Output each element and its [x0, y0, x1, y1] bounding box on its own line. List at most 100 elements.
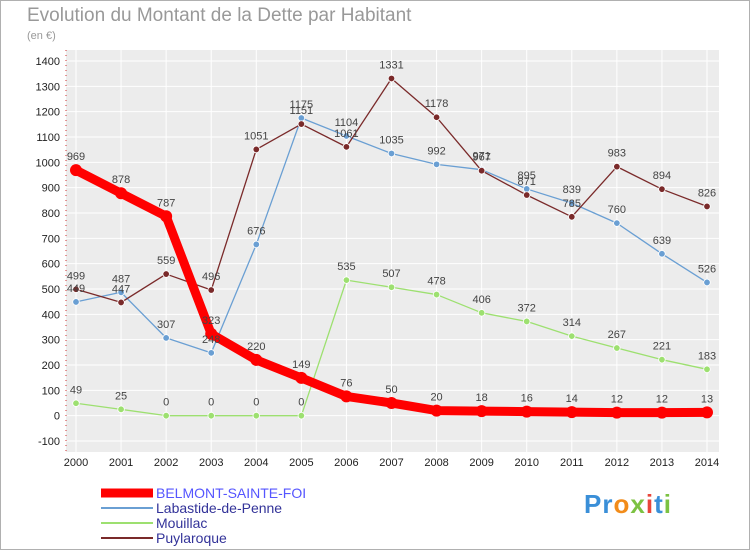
data-point: [430, 404, 443, 417]
y-tick-label: 1300: [36, 81, 60, 93]
data-label: 406: [472, 294, 490, 306]
data-label: 826: [698, 187, 716, 199]
proxiti-logo: Proxiti: [584, 489, 672, 519]
y-tick-label: 700: [42, 233, 60, 245]
data-label: 14: [566, 393, 578, 405]
data-point: [658, 355, 666, 364]
data-point: [252, 411, 260, 420]
x-tick-label: 2014: [695, 457, 719, 469]
data-label: 12: [611, 394, 623, 406]
data-label: 220: [247, 341, 265, 353]
series-group: [70, 74, 713, 420]
data-point: [610, 406, 623, 419]
data-label: 0: [298, 397, 304, 409]
x-tick-label: 2006: [334, 457, 358, 469]
data-label: 18: [476, 392, 488, 404]
data-point: [342, 132, 351, 140]
x-tick-label: 2002: [154, 457, 178, 469]
data-point: [703, 202, 711, 211]
data-labels: 449 487 307 248 676 1175 1104 1035 992 971 895 839 7…: [67, 59, 716, 408]
data-label: 1051: [244, 130, 268, 142]
legend-label: Labastide-de-Penne: [156, 500, 282, 516]
data-label: 785: [563, 198, 581, 210]
data-label: 969: [67, 151, 85, 163]
data-label: 1151: [290, 105, 314, 117]
data-label: 496: [202, 271, 220, 283]
data-label: 499: [67, 270, 85, 282]
data-point: [162, 334, 170, 342]
axes: -100010020030040050060070080090010001100…: [36, 50, 719, 469]
data-point: [613, 219, 621, 227]
data-point: [658, 185, 666, 193]
data-label: 50: [385, 384, 397, 396]
data-point: [342, 276, 351, 284]
data-label: 676: [247, 225, 265, 237]
data-point: [72, 399, 80, 407]
data-label: 1061: [334, 128, 358, 140]
data-label: 248: [202, 334, 220, 346]
data-point: [523, 317, 531, 326]
data-label: 1331: [379, 59, 403, 71]
data-point: [703, 365, 711, 374]
data-label: 307: [157, 319, 175, 331]
x-tick-label: 2011: [560, 457, 584, 469]
x-tick-label: 2005: [289, 457, 313, 469]
data-point: [115, 187, 128, 200]
data-label: 447: [112, 283, 130, 295]
data-point: [297, 120, 306, 128]
y-tick-label: 1200: [36, 107, 60, 119]
x-tick-label: 2012: [605, 457, 629, 469]
legend-label: Puylaroque: [156, 530, 227, 546]
grid: [66, 50, 719, 452]
data-point: [207, 411, 215, 420]
x-tick-label: 2013: [650, 457, 674, 469]
y-tick-label: 900: [42, 183, 60, 195]
x-tick-label: 2008: [424, 457, 448, 469]
x-tick-label: 2010: [514, 457, 538, 469]
data-point: [568, 213, 576, 221]
data-point: [477, 166, 486, 175]
data-label: 639: [653, 235, 671, 247]
data-point: [568, 332, 576, 340]
data-point: [475, 405, 488, 418]
data-point: [342, 143, 351, 151]
data-point: [160, 210, 173, 223]
data-label: 323: [202, 315, 220, 327]
data-point: [658, 250, 666, 258]
data-point: [207, 349, 215, 357]
data-point: [295, 371, 308, 384]
data-label: 895: [518, 170, 536, 182]
data-label: 487: [112, 273, 130, 285]
data-label: 992: [427, 145, 445, 157]
data-label: 267: [608, 329, 626, 341]
data-label: 20: [430, 392, 442, 404]
data-point: [613, 344, 621, 352]
y-tick-label: 100: [42, 385, 60, 397]
legend: BELMONT-SAINTE-FOILabastide-de-PenneMoui…: [101, 485, 306, 546]
data-point: [250, 353, 263, 366]
y-tick-label: 1100: [36, 132, 60, 144]
data-label: 787: [157, 197, 175, 209]
data-label: 183: [698, 350, 716, 362]
data-label: 507: [382, 268, 400, 280]
data-point: [70, 164, 82, 177]
data-label: 221: [653, 341, 671, 353]
data-label: 0: [163, 397, 169, 409]
data-label: 314: [563, 317, 581, 329]
data-label: 983: [608, 148, 626, 160]
data-point: [205, 327, 218, 340]
legend-label: BELMONT-SAINTE-FOI: [156, 485, 306, 501]
y-tick-label: 0: [54, 411, 60, 423]
y-tick-label: 500: [42, 284, 60, 296]
data-point: [340, 390, 353, 403]
data-point: [252, 145, 260, 154]
data-label: 0: [208, 397, 214, 409]
data-point: [387, 283, 396, 291]
data-label: 16: [521, 393, 533, 405]
chart-title: Evolution du Montant de la Dette par Hab…: [27, 5, 412, 26]
data-point: [613, 162, 621, 171]
data-label: 1178: [425, 98, 449, 110]
data-label: 878: [112, 174, 130, 186]
